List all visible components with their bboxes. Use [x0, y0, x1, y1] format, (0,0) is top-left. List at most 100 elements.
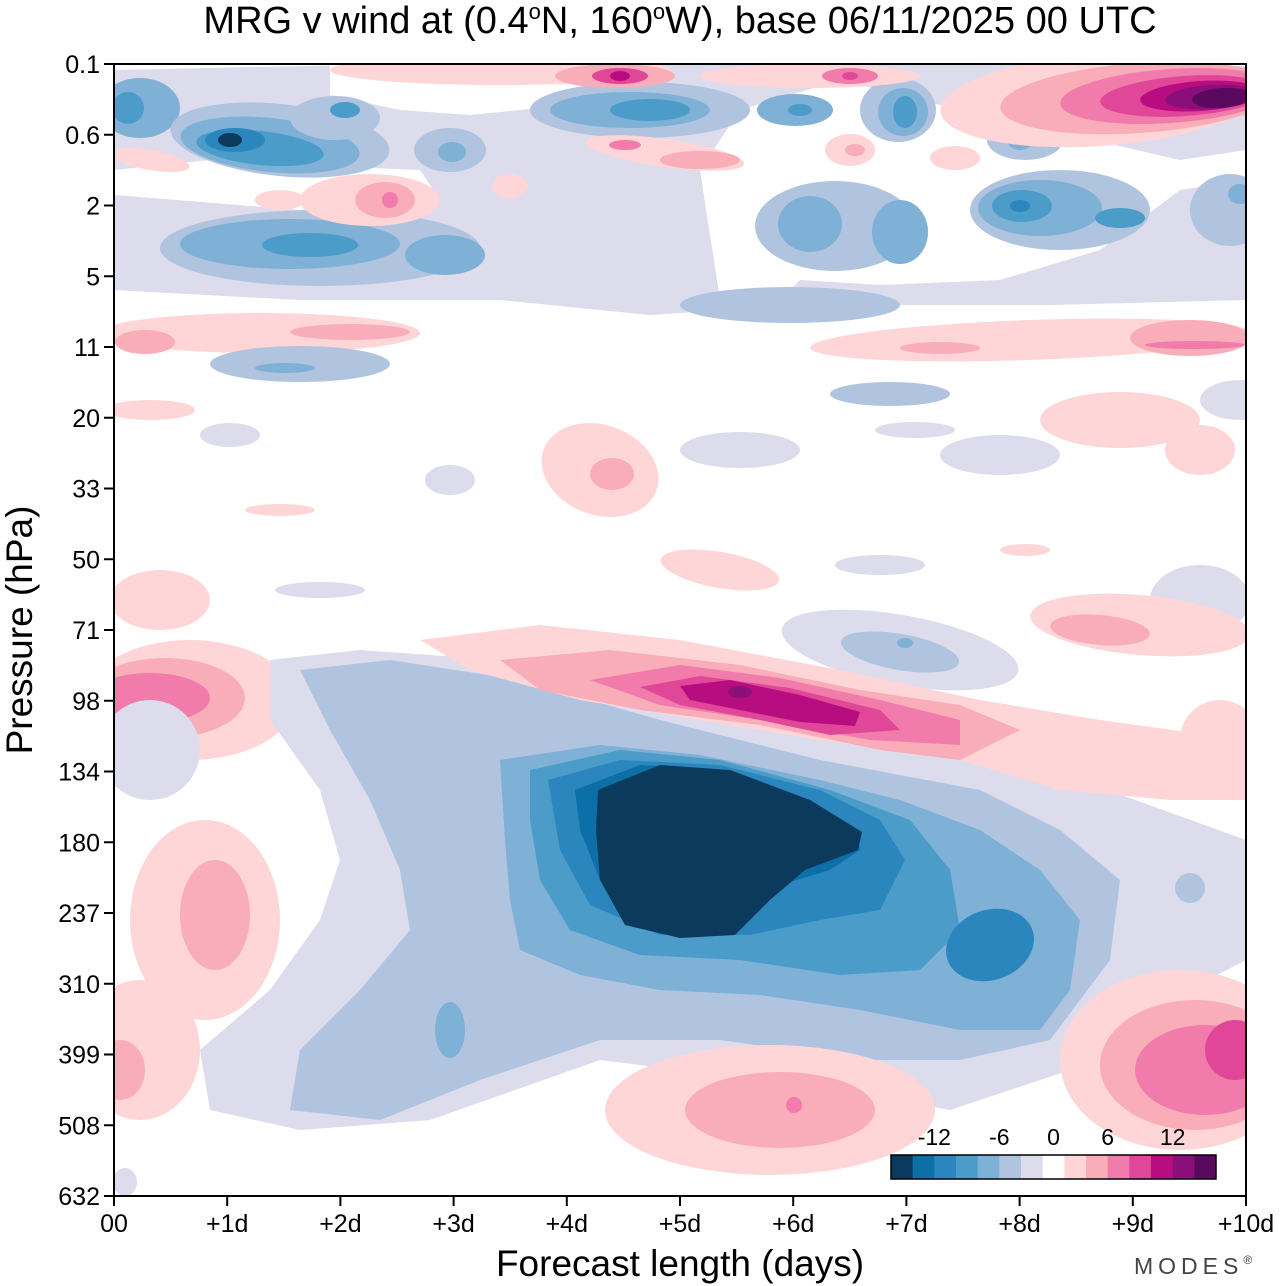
x-tick-label: +5d	[659, 1210, 701, 1238]
negative-level-2	[114, 700, 200, 800]
positive-level-3	[382, 192, 398, 208]
colorbar-swatch	[1172, 1155, 1195, 1179]
positive-level-1	[700, 64, 920, 88]
positive-level-1	[492, 174, 528, 198]
y-tick-label: 0.6	[65, 122, 100, 150]
negative-level-2	[835, 555, 925, 575]
colorbar-tick-label: -12	[918, 1124, 951, 1150]
colorbar-swatch	[891, 1155, 914, 1179]
colorbar-swatch	[1021, 1155, 1044, 1179]
negative-level-2	[875, 422, 955, 438]
negative-level-8	[218, 133, 242, 147]
positive-level-4	[1205, 1020, 1246, 1080]
positive-level-6	[728, 686, 752, 698]
negative-level-5	[1095, 208, 1145, 228]
y-tick-label: 0.1	[65, 51, 100, 79]
x-tick-label: +1d	[206, 1210, 248, 1238]
y-tick-label: 11	[74, 334, 100, 362]
colorbar-tick-label: 0	[1047, 1124, 1060, 1150]
y-tick-label: 237	[58, 900, 100, 928]
negative-level-5	[114, 92, 144, 124]
colorbar-swatch	[934, 1155, 957, 1179]
x-tick-label: +2d	[319, 1210, 361, 1238]
positive-level-7	[1192, 87, 1246, 109]
y-tick-label: 632	[58, 1183, 100, 1211]
positive-level-1	[114, 147, 190, 173]
x-tick-label: +3d	[432, 1210, 474, 1238]
positive-level-4	[842, 72, 858, 80]
negative-level-8	[596, 765, 862, 938]
positive-level-2	[290, 324, 410, 340]
colorbar-swatch	[1107, 1155, 1130, 1179]
negative-level-5	[788, 104, 812, 116]
colorbar-swatch	[1042, 1155, 1065, 1179]
y-tick-label: 399	[58, 1042, 100, 1070]
x-tick-label: 00	[100, 1210, 128, 1238]
negative-level-2	[1200, 380, 1246, 420]
colorbar-swatch	[1194, 1155, 1217, 1179]
positive-level-1	[1180, 700, 1246, 780]
negative-level-4	[1228, 184, 1246, 204]
colorbar-tick-label: 12	[1160, 1124, 1186, 1150]
positive-level-1	[255, 190, 305, 210]
negative-level-3	[680, 287, 900, 323]
colorbar-swatch	[1064, 1155, 1087, 1179]
y-tick-label: 180	[58, 829, 100, 857]
colorbar-swatch	[956, 1155, 979, 1179]
negative-level-5	[893, 96, 917, 128]
chart-title: MRG v wind at (0.4oN, 160oW), base 06/11…	[203, 0, 1156, 42]
x-tick-label: +4d	[546, 1210, 588, 1238]
positive-level-2	[845, 144, 865, 156]
positive-level-1	[1165, 425, 1235, 475]
negative-level-2	[200, 423, 260, 447]
negative-level-4	[255, 363, 315, 373]
y-axis-label: Pressure (hPa)	[0, 506, 40, 755]
positive-level-1	[1040, 392, 1200, 448]
positive-level-5	[610, 71, 630, 81]
positive-level-1	[114, 570, 210, 630]
negative-level-4	[405, 235, 485, 275]
colorbar-legend: -12 -6 0 6 12	[890, 1124, 1217, 1180]
colorbar-swatch	[999, 1155, 1022, 1179]
positive-level-1	[114, 400, 195, 420]
positive-level-2	[115, 330, 175, 354]
negative-level-2	[114, 1168, 137, 1196]
positive-level-1	[660, 549, 780, 591]
negative-level-2	[425, 465, 475, 495]
x-tick-label: +9d	[1112, 1210, 1154, 1238]
positive-level-2	[660, 151, 740, 169]
negative-level-5	[610, 99, 690, 121]
positive-level-1	[114, 313, 420, 353]
y-tick-label: 508	[58, 1112, 100, 1140]
x-axis-label: Forecast length (days)	[496, 1243, 864, 1284]
positive-level-3	[1145, 341, 1245, 349]
colorbar-tick-label: 6	[1101, 1124, 1114, 1150]
y-tick-label: 5	[86, 263, 100, 291]
positive-level-5	[680, 680, 860, 726]
positive-level-2	[685, 1072, 875, 1148]
colorbar-swatch	[1129, 1155, 1152, 1179]
negative-level-3	[1175, 873, 1205, 903]
x-axis: 00 +1d +2d +3d +4d +5d +6d +7d +8d +9d +10d	[100, 1196, 1274, 1238]
colorbar-tick-label: -6	[989, 1124, 1009, 1150]
y-tick-label: 98	[72, 688, 100, 716]
positive-level-2	[900, 342, 980, 354]
negative-level-3	[1190, 174, 1246, 246]
y-tick-label: 50	[72, 546, 100, 574]
y-tick-label: 310	[58, 971, 100, 999]
negative-level-5	[330, 102, 360, 118]
positive-level-2	[590, 458, 634, 490]
y-tick-label: 134	[58, 759, 100, 787]
positive-level-1	[930, 146, 980, 170]
negative-level-6	[1010, 200, 1030, 212]
modes-brand-logo: MODES®	[1134, 1253, 1257, 1279]
y-tick-label: 33	[72, 476, 100, 504]
positive-level-2	[1050, 614, 1150, 646]
negative-level-4	[438, 142, 466, 162]
colorbar-swatch	[1151, 1155, 1174, 1179]
y-tick-label: 2	[86, 193, 100, 221]
negative-level-2	[940, 435, 1060, 475]
positive-level-1	[1000, 544, 1050, 556]
colorbar-frame	[890, 1154, 1217, 1180]
